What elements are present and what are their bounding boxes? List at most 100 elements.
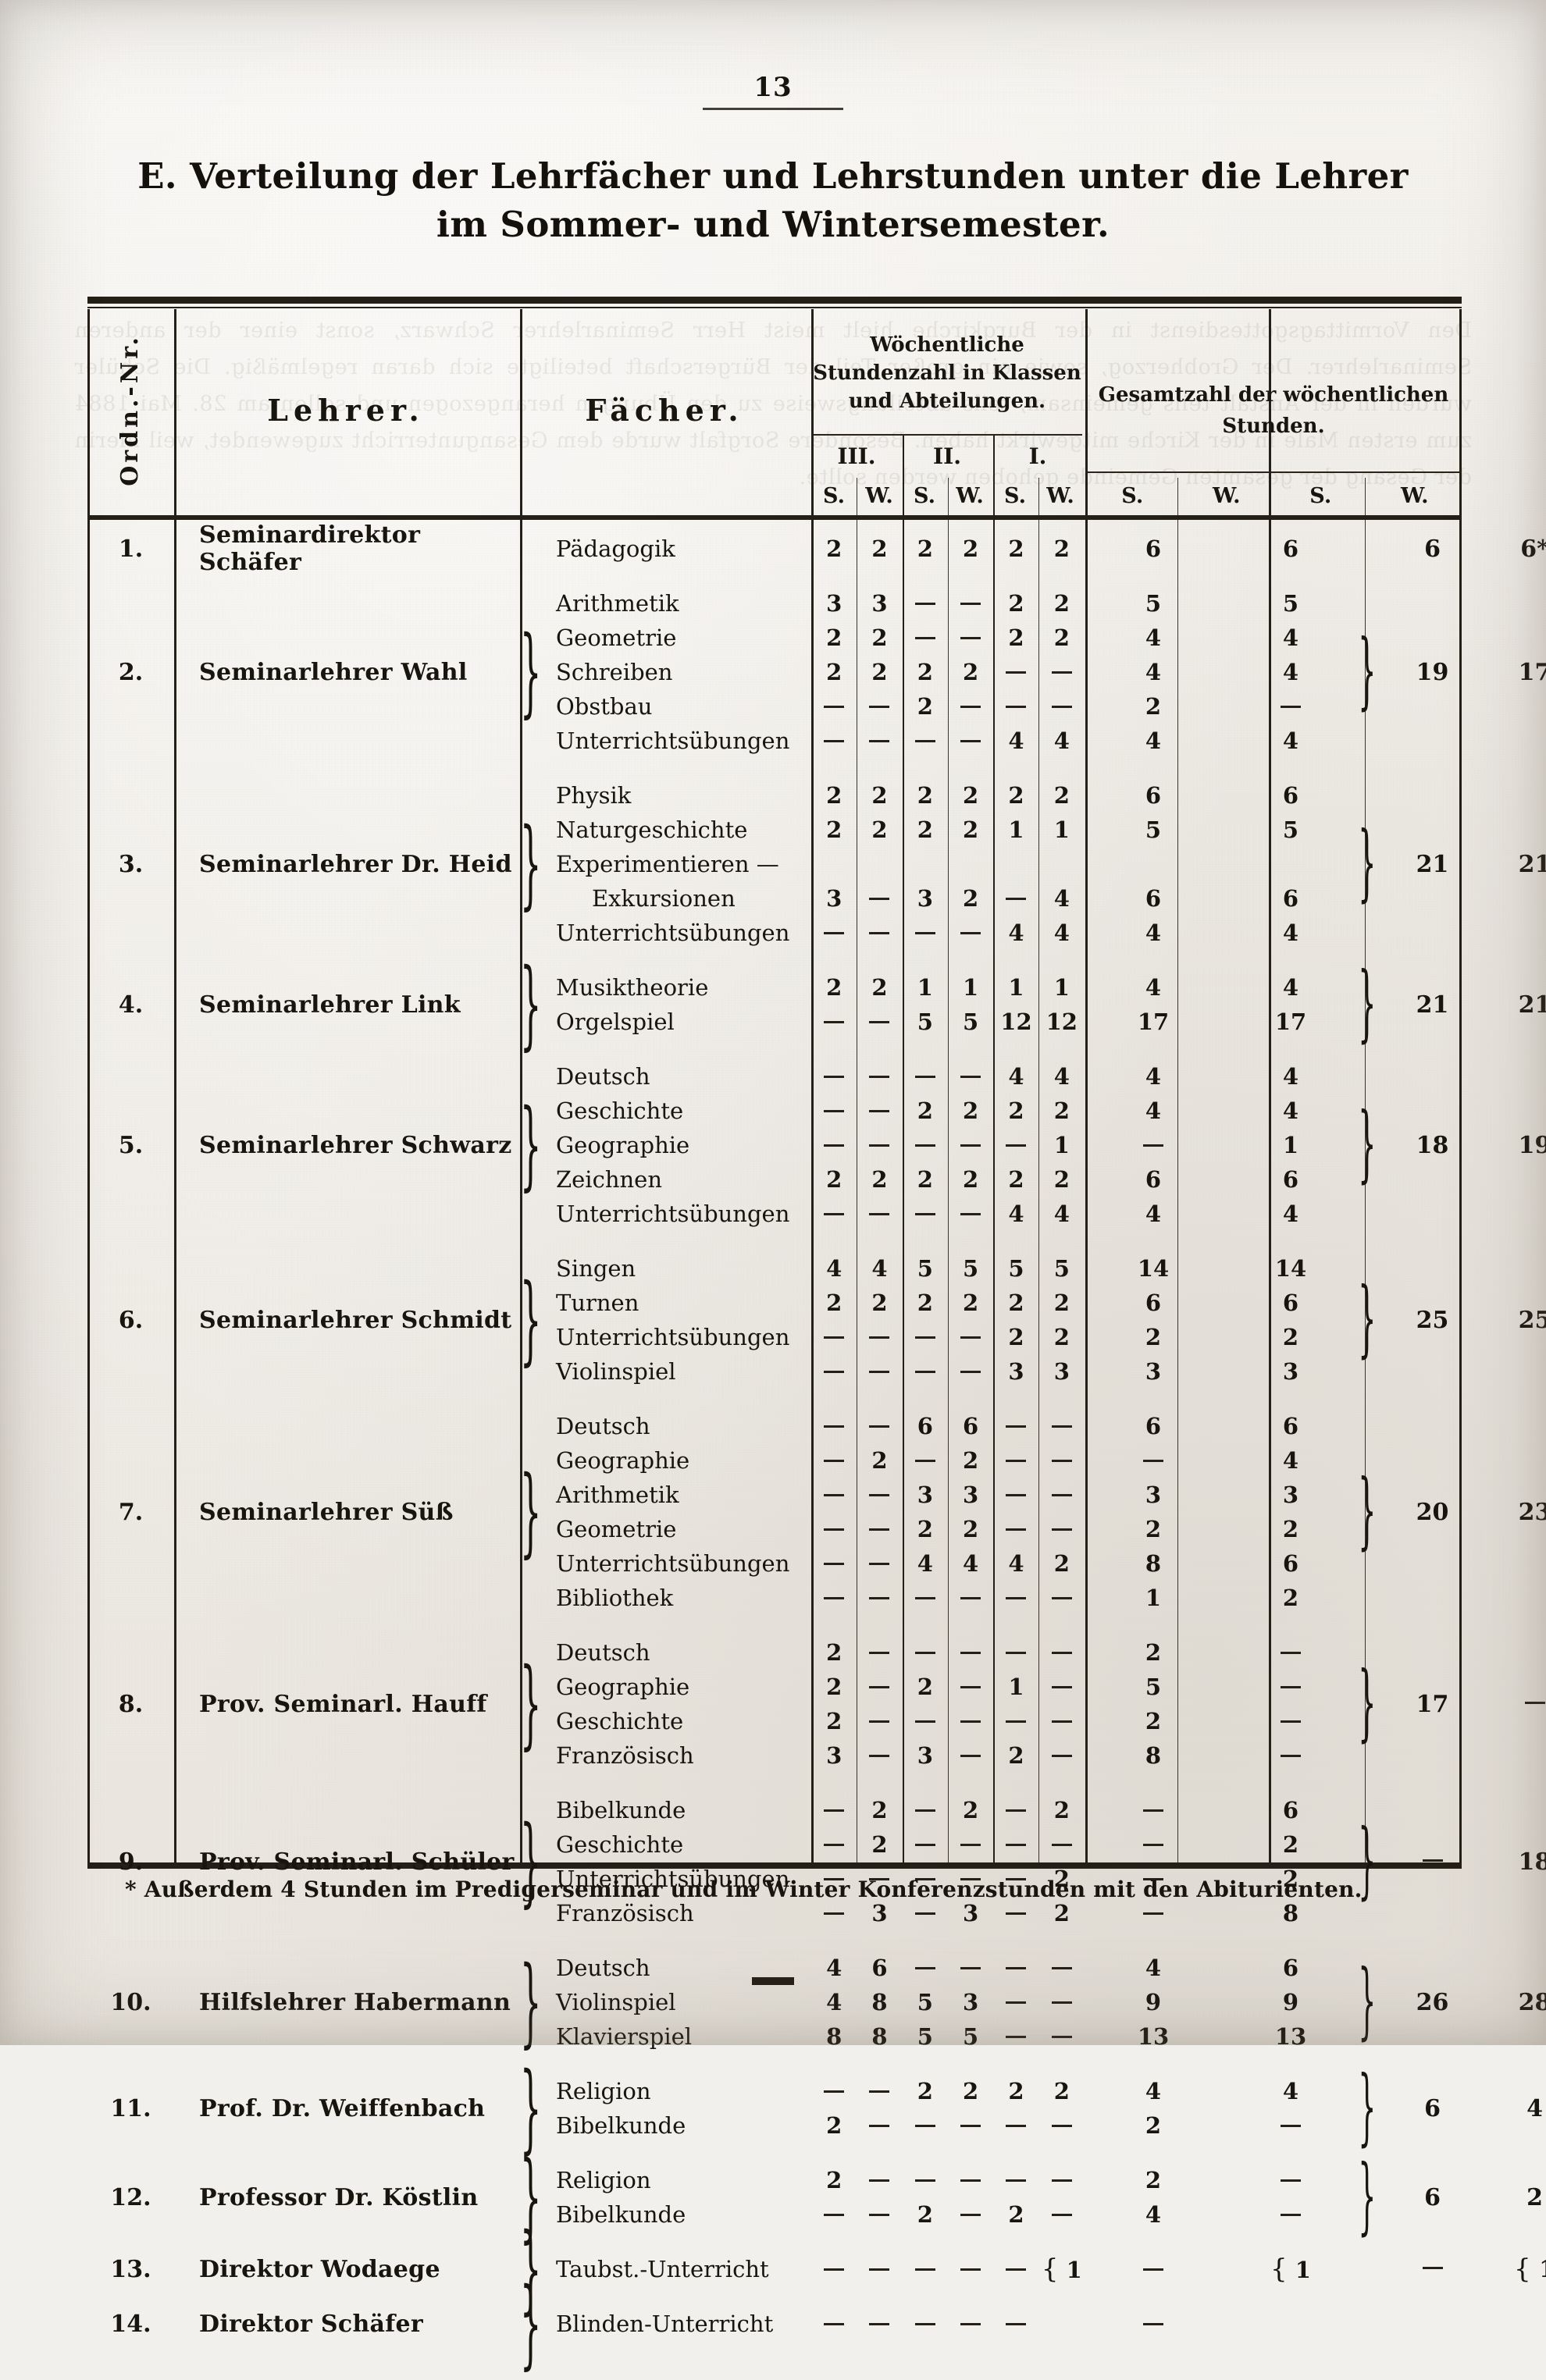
class-hours-column: 2: [1039, 521, 1085, 576]
subject-total-cell: [1085, 1128, 1222, 1162]
hours-cell: [1039, 655, 1085, 689]
hours-cell: [903, 1581, 948, 1615]
subject-total-cell: [1222, 2197, 1359, 2232]
hours-cell: 1: [1053, 1132, 1070, 1158]
hours-cell: 2: [963, 1447, 979, 1474]
hours-cell: [857, 1546, 902, 1581]
subject-total-cell: 6: [1282, 885, 1299, 912]
hours-cell: 2: [917, 1290, 933, 1316]
hours-cell: 4: [1053, 1201, 1070, 1227]
hours-cell: 5: [917, 1009, 933, 1035]
subject-total-column: 4 4 1 6 4: [1222, 1049, 1359, 1241]
subject-total-cell: 4: [1145, 1201, 1162, 1227]
subject-name: Schreiben: [556, 659, 673, 685]
hours-cell: 2: [917, 1166, 933, 1193]
class-hours-column: [993, 1783, 1038, 1941]
hours-cell: [857, 2307, 902, 2341]
hours-cell: 2: [917, 659, 933, 685]
class-hours-column: 2: [811, 960, 857, 1049]
class-hours-column: [857, 2153, 902, 2242]
class-hours-column: 4: [993, 1399, 1038, 1625]
hours-cell: 2: [826, 535, 842, 562]
subject-name: Religion: [556, 2167, 651, 2193]
subject-total-column: 14 6 2 3: [1222, 1241, 1359, 1399]
subject-name: Taubst.-Unterricht: [556, 2256, 769, 2282]
subject-name: Zeichnen: [556, 1166, 663, 1193]
hours-cell: 3: [963, 1900, 979, 1926]
subject-name: Arithmetik: [556, 590, 679, 617]
hours-cell: 12: [1046, 1009, 1078, 1035]
class-hours: 2 6 3 2 4 6 2 3 2 4 4 2: [811, 1399, 1085, 1625]
class-hours: [811, 2296, 1085, 2351]
subject-total-cell: 2: [1282, 1585, 1299, 1611]
subject-name: Naturgeschichte: [556, 816, 748, 843]
subject-list: Bibelkunde Geschichte Unterrichtsübungen Fr…: [542, 1783, 811, 1941]
grand-total-winter: 21: [1518, 991, 1546, 1019]
header-ordn: Ordn.-Nr.: [87, 311, 172, 510]
row-brace: }: [520, 2211, 542, 2325]
hours-cell: [857, 1094, 902, 1128]
hours-cell: 2: [826, 974, 842, 1001]
subject-list: Pädagogik: [542, 521, 811, 576]
subject-name: Geographie: [556, 1674, 690, 1700]
document-page: 13 E. Verteilung der Lehrfächer und Lehr…: [87, 72, 1546, 2380]
hours-cell: 2: [826, 1674, 842, 1700]
class-hours-column: [811, 2242, 857, 2296]
class-hours-column: 2 2 3: [903, 768, 948, 960]
grand-total-winter: 18: [1518, 1848, 1546, 1876]
hours-cell: [857, 2252, 902, 2286]
grand-total-winter: [1484, 2296, 1546, 2351]
row-number: 9.: [118, 1848, 144, 1876]
subject-total-column: 4 9 13: [1085, 1941, 1222, 2064]
subject-total-cell: [1222, 2108, 1359, 2143]
subject-total-column: 4 4 6 4: [1085, 1049, 1222, 1241]
hours-cell: [1039, 1478, 1085, 1512]
class-hours-column: 2 2 3: [857, 1783, 902, 1941]
class-hours-column: [903, 2296, 948, 2351]
grand-total-brace: [1359, 521, 1381, 576]
hours-cell: 8: [826, 2023, 842, 2050]
subject-list: Physik Naturgeschichte Experimentieren — Ex…: [542, 768, 811, 960]
class-hours-column: 2: [948, 2064, 993, 2153]
teacher-name: Seminardirektor Schäfer: [199, 521, 421, 576]
hours-cell: [993, 847, 1038, 881]
hours-cell: [948, 1128, 993, 1162]
subject-name: Bibelkunde: [556, 1797, 686, 1823]
class-hours-column: [1039, 1625, 1085, 1783]
class-hours-column: 2: [857, 960, 902, 1049]
hours-cell: [948, 2252, 993, 2286]
class-hours-column: [948, 2153, 993, 2242]
table-row: 13. Direktor Wodaege} Taubst.-Unterricht { …: [87, 2211, 1546, 2325]
table-rule-ii-s: [948, 478, 949, 1862]
hours-cell: [993, 1985, 1038, 2019]
subject-totals: 2 5 2 8: [1085, 1625, 1359, 1783]
subject-totals: 4 4 6 4 4 4 1 6 4: [1085, 1049, 1359, 1241]
hours-cell: 2: [871, 974, 888, 1001]
hours-cell: [993, 2307, 1038, 2341]
hours-cell: [811, 1478, 857, 1512]
header-sw-row: S. W. S. W. S. W.: [811, 478, 1083, 514]
table-row: 2. Seminarlehrer Wahl} Arithmetik Geometrie…: [87, 576, 1546, 768]
subject-total-cell: 8: [1145, 1550, 1162, 1577]
row-brace: }: [520, 1646, 542, 1760]
hours-cell: 2: [1008, 1098, 1024, 1124]
class-hours: 2 2 1 5 1 5 1 12 1 12: [811, 960, 1085, 1049]
subject-name: Unterrichtsübungen: [556, 728, 790, 754]
subject-name: Violinspiel: [556, 1989, 676, 2015]
subject-total-column: 5 4 4 2 4: [1085, 576, 1222, 768]
grand-total-summer: [1381, 2242, 1484, 2296]
subject-name: Deutsch: [556, 1413, 650, 1439]
hours-cell: [811, 1409, 857, 1443]
table-row: 3. Seminarlehrer Dr. Heid} Physik Naturgesc…: [87, 768, 1546, 960]
grand-total-summer: 20: [1416, 1498, 1449, 1526]
class-hours-column: [857, 1625, 902, 1783]
hours-cell: 2: [917, 782, 933, 809]
class-hours-column: 2: [948, 576, 993, 768]
subject-total-cell: [1085, 1827, 1222, 1862]
hours-cell: 2: [963, 885, 979, 912]
